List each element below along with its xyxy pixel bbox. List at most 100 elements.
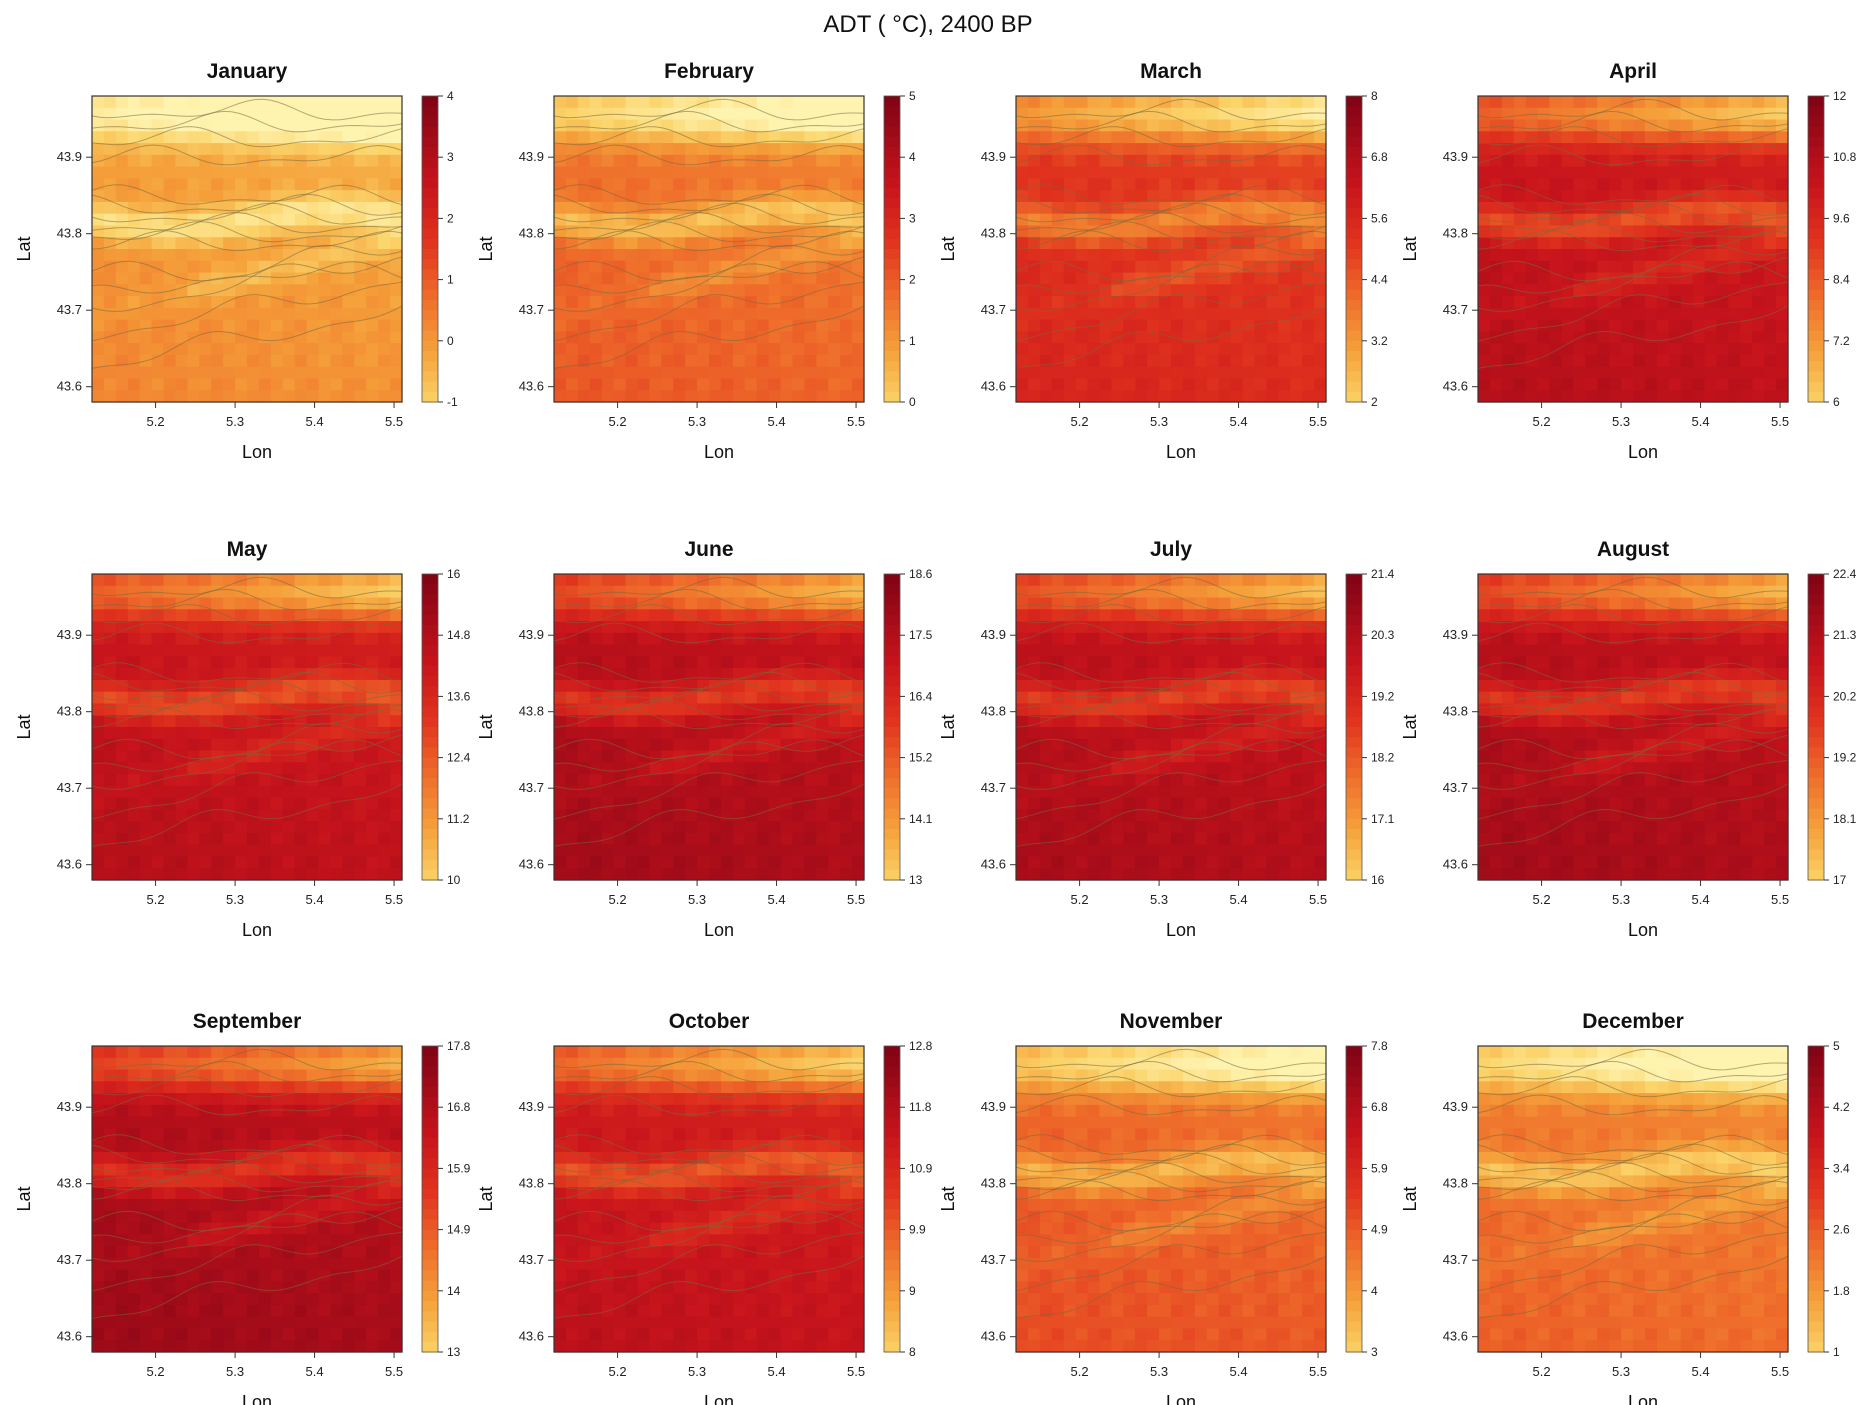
heatmap-cell <box>390 844 403 858</box>
heatmap-cell <box>720 154 734 168</box>
heatmap-cell <box>780 190 794 203</box>
heatmap-cell <box>565 272 579 285</box>
heatmap-cell <box>649 272 662 285</box>
heatmap-cell <box>1680 249 1694 262</box>
heatmap-cell <box>1063 319 1077 332</box>
heatmap-cell <box>1692 354 1706 368</box>
heatmap-cell <box>554 390 567 403</box>
heatmap-cell <box>685 178 698 191</box>
heatmap-cell <box>720 272 734 285</box>
heatmap-cell <box>187 774 200 787</box>
heatmap-cell <box>175 143 188 156</box>
heatmap-cell <box>637 284 650 297</box>
heatmap-cell <box>1039 343 1053 356</box>
x-tick-label: 5.5 <box>385 892 403 907</box>
heatmap-cell <box>1051 727 1065 740</box>
colorbar-swatch <box>422 116 438 128</box>
heatmap-cell <box>163 331 177 344</box>
heatmap-cell <box>792 366 805 380</box>
heatmap-cell <box>720 574 734 587</box>
heatmap-cell <box>1314 284 1327 297</box>
heatmap-cell <box>115 585 129 599</box>
heatmap-cell <box>366 190 379 203</box>
heatmap-cell <box>1111 201 1124 215</box>
heatmap-cell <box>330 821 343 834</box>
heatmap-cell <box>1242 366 1256 380</box>
heatmap-cell <box>709 307 722 321</box>
heatmap-cell <box>139 821 153 834</box>
colorbar-tick-label: 13.6 <box>447 689 471 703</box>
heatmap-cell <box>720 785 734 799</box>
heatmap-cell <box>139 201 153 215</box>
heatmap-cell <box>1087 644 1101 657</box>
heatmap-cell <box>330 785 343 799</box>
heatmap-cell <box>139 774 153 787</box>
contour-line <box>553 110 865 133</box>
contour-lines <box>91 98 403 369</box>
heatmap-cell <box>1039 727 1053 740</box>
heatmap-cell <box>1063 154 1077 168</box>
heatmap-cell <box>1704 107 1718 121</box>
heatmap-cell <box>1740 343 1753 356</box>
heatmap-cell <box>1016 343 1029 356</box>
heatmap-cell <box>1302 331 1315 344</box>
heatmap-cell <box>92 797 105 810</box>
heatmap-cell <box>1206 272 1220 285</box>
heatmap-cell <box>1254 621 1267 634</box>
heatmap-cell <box>139 762 153 775</box>
heatmap-cell <box>577 738 591 752</box>
heatmap-cell <box>577 119 591 132</box>
heatmap-cell <box>685 119 698 132</box>
heatmap-cell <box>115 774 129 787</box>
heatmap-cell <box>378 390 391 403</box>
heatmap-cell <box>1099 296 1112 309</box>
heatmap-cell <box>554 284 567 297</box>
heatmap-cell <box>390 574 403 587</box>
heatmap-cell <box>1549 237 1563 250</box>
heatmap-cell <box>1171 307 1184 321</box>
heatmap-cell <box>151 272 165 285</box>
x-tick-label: 5.2 <box>1533 414 1551 429</box>
heatmap-cell <box>1218 703 1232 716</box>
heatmap-cell <box>1266 107 1279 121</box>
heatmap-cell <box>1230 574 1244 587</box>
heatmap-cell <box>852 354 865 368</box>
heatmap-cell <box>1585 343 1598 356</box>
heatmap-cell <box>601 750 615 763</box>
heatmap-cell <box>1087 632 1101 646</box>
heatmap-cell <box>1680 213 1694 227</box>
heatmap-cell <box>306 331 320 344</box>
heatmap-cell <box>1230 762 1244 775</box>
heatmap-cell <box>1597 131 1610 144</box>
heatmap-cell <box>625 844 639 858</box>
heatmap-cell <box>804 762 817 775</box>
heatmap-cell <box>577 715 591 728</box>
heatmap-cell <box>92 284 105 297</box>
heatmap-cell <box>780 249 794 262</box>
contour-line <box>553 622 865 644</box>
heatmap-cell <box>768 609 782 622</box>
heatmap-cell <box>1692 260 1706 274</box>
heatmap-cell <box>1135 703 1148 716</box>
heatmap-cell <box>306 844 320 858</box>
heatmap-cell <box>625 656 639 669</box>
heatmap-cell <box>685 574 698 587</box>
heatmap-cell <box>1764 284 1777 297</box>
heatmap-cell <box>1075 378 1089 391</box>
heatmap-cell <box>840 284 853 297</box>
heatmap-cell <box>1230 366 1244 380</box>
heatmap-cell <box>187 119 200 132</box>
heatmap-cell <box>852 738 865 752</box>
heatmap-cell <box>1063 260 1077 274</box>
heatmap-cell <box>330 585 343 599</box>
heatmap-cell <box>1063 119 1077 132</box>
heatmap-cell <box>390 296 403 309</box>
heatmap-cell <box>1537 249 1551 262</box>
heatmap-cell <box>1668 366 1682 380</box>
heatmap-cell <box>1668 260 1682 274</box>
heatmap-cell <box>1111 644 1124 657</box>
heatmap-cell <box>1075 762 1089 775</box>
heatmap-cell <box>223 213 236 227</box>
heatmap-cell <box>1633 331 1646 344</box>
heatmap-cell <box>1147 96 1160 109</box>
